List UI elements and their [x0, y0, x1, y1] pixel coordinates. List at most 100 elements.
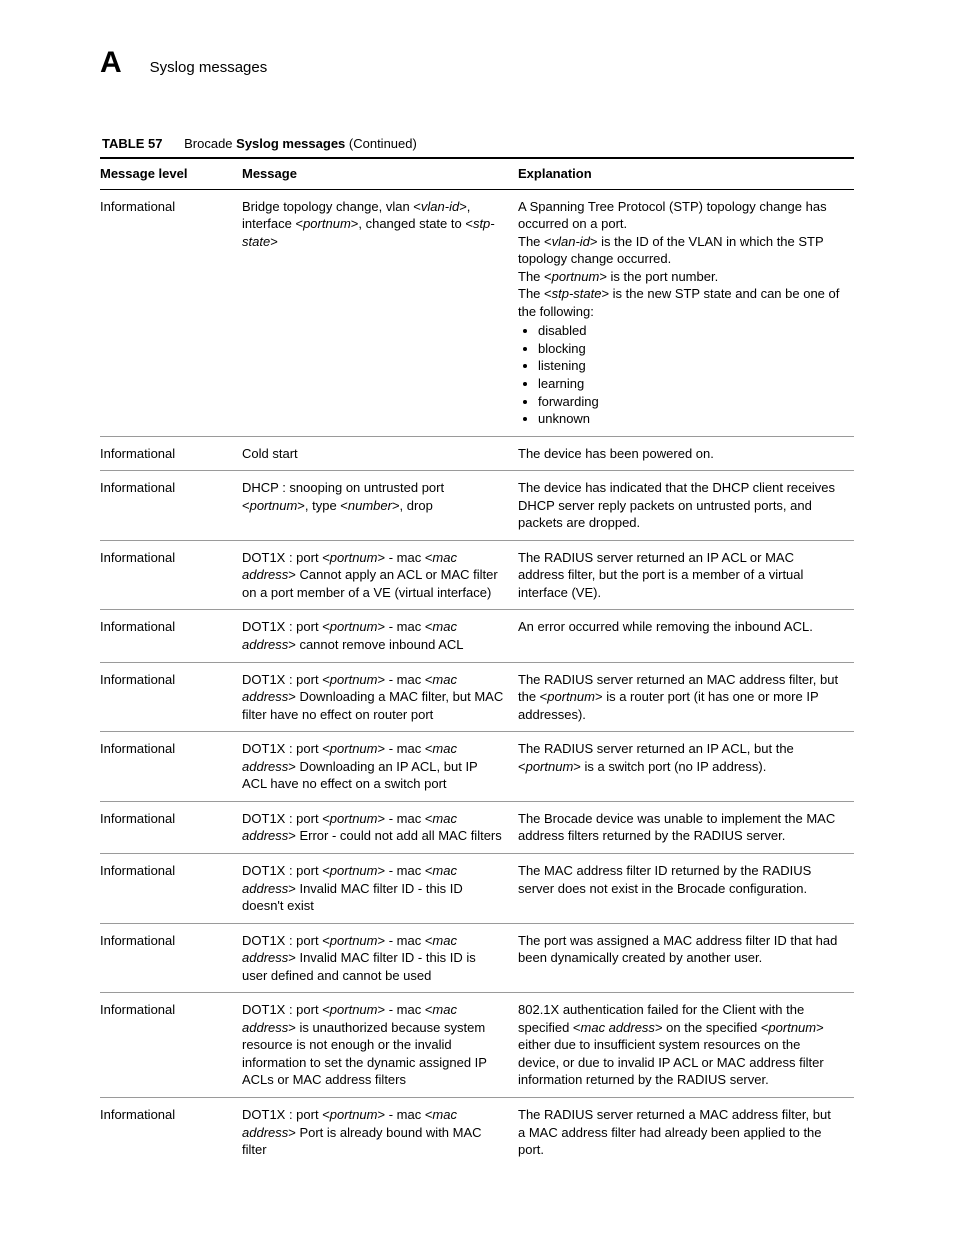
table-caption-prefix: Brocade	[184, 136, 236, 151]
text-segment: An error occurred while removing the inb…	[518, 619, 813, 634]
cell-level: Informational	[100, 853, 242, 923]
table-row: InformationalCold startThe device has be…	[100, 436, 854, 471]
cell-message: DOT1X : port <portnum> - mac <mac addres…	[242, 923, 518, 993]
italic-placeholder: portnum	[330, 811, 378, 826]
italic-placeholder: portnum	[330, 672, 378, 687]
text-segment: DOT1X : port <	[242, 672, 330, 687]
italic-placeholder: stp-state	[552, 286, 602, 301]
cell-explanation: The device has been powered on.	[518, 436, 854, 471]
italic-placeholder: portnum	[330, 1107, 378, 1122]
text-segment: DOT1X : port <	[242, 619, 330, 634]
page: A Syslog messages TABLE 57 Brocade Syslo…	[0, 0, 954, 1235]
cell-explanation: The RADIUS server returned an MAC addres…	[518, 662, 854, 732]
italic-placeholder: portnum	[330, 1002, 378, 1017]
explanation-list: disabledblockinglisteninglearningforward…	[518, 322, 840, 427]
text-segment: >, changed state to <	[351, 216, 473, 231]
list-item: disabled	[538, 322, 840, 340]
list-item: blocking	[538, 340, 840, 358]
cell-explanation: The RADIUS server returned an IP ACL or …	[518, 540, 854, 610]
cell-message: DOT1X : port <portnum> - mac <mac addres…	[242, 732, 518, 802]
text-segment: DOT1X : port <	[242, 741, 330, 756]
text-segment: Bridge topology change, vlan <	[242, 199, 421, 214]
col-header-message: Message	[242, 158, 518, 189]
italic-placeholder: vlan-id	[552, 234, 590, 249]
text-segment: > - mac <	[378, 1107, 433, 1122]
text-segment: The <	[518, 286, 552, 301]
italic-placeholder: portnum	[547, 689, 595, 704]
text-segment: > Error - could not add all MAC filters	[288, 828, 502, 843]
table-header-row: Message level Message Explanation	[100, 158, 854, 189]
text-segment: Cold start	[242, 446, 298, 461]
italic-placeholder: portnum	[330, 550, 378, 565]
table-caption: TABLE 57 Brocade Syslog messages (Contin…	[102, 136, 854, 151]
list-item: unknown	[538, 410, 840, 428]
table-caption-suffix: (Continued)	[345, 136, 417, 151]
text-segment: DOT1X : port <	[242, 1107, 330, 1122]
text-segment: The device has indicated that the DHCP c…	[518, 480, 835, 530]
text-segment: > cannot remove inbound ACL	[288, 637, 463, 652]
table-row: InformationalDOT1X : port <portnum> - ma…	[100, 801, 854, 853]
list-item: listening	[538, 357, 840, 375]
cell-level: Informational	[100, 610, 242, 662]
cell-level: Informational	[100, 993, 242, 1098]
text-segment: > - mac <	[378, 672, 433, 687]
cell-level: Informational	[100, 801, 242, 853]
text-segment: > - mac <	[378, 811, 433, 826]
syslog-table: Message level Message Explanation Inform…	[100, 157, 854, 1167]
cell-level: Informational	[100, 1097, 242, 1166]
running-header: A Syslog messages	[100, 48, 854, 78]
text-segment: > - mac <	[378, 1002, 433, 1017]
italic-placeholder: portnum	[330, 933, 378, 948]
italic-placeholder: portnum	[768, 1020, 816, 1035]
running-title: Syslog messages	[150, 59, 268, 76]
table-row: InformationalDOT1X : port <portnum> - ma…	[100, 540, 854, 610]
text-segment: > - mac <	[378, 863, 433, 878]
cell-message: DOT1X : port <portnum> - mac <mac addres…	[242, 993, 518, 1098]
text-segment: The Brocade device was unable to impleme…	[518, 811, 835, 844]
italic-placeholder: vlan-id	[421, 199, 459, 214]
italic-placeholder: portnum	[330, 619, 378, 634]
cell-level: Informational	[100, 189, 242, 436]
text-segment: DOT1X : port <	[242, 933, 330, 948]
cell-level: Informational	[100, 923, 242, 993]
cell-explanation: The MAC address filter ID returned by th…	[518, 853, 854, 923]
italic-placeholder: portnum	[330, 741, 378, 756]
cell-message: DOT1X : port <portnum> - mac <mac addres…	[242, 801, 518, 853]
cell-message: DOT1X : port <portnum> - mac <mac addres…	[242, 662, 518, 732]
italic-placeholder: portnum	[250, 498, 298, 513]
italic-placeholder: mac address	[581, 1020, 655, 1035]
text-segment: > - mac <	[378, 741, 433, 756]
list-item: forwarding	[538, 393, 840, 411]
cell-explanation: The port was assigned a MAC address filt…	[518, 923, 854, 993]
cell-level: Informational	[100, 662, 242, 732]
table-caption-strong: Syslog messages	[236, 136, 345, 151]
text-segment: The RADIUS server returned an IP ACL or …	[518, 550, 803, 600]
text-segment: >, type <	[297, 498, 348, 513]
cell-message: Bridge topology change, vlan <vlan-id >, …	[242, 189, 518, 436]
text-segment: >	[270, 234, 278, 249]
text-segment: > on the specified <	[655, 1020, 768, 1035]
cell-explanation: The Brocade device was unable to impleme…	[518, 801, 854, 853]
table-body: InformationalBridge topology change, vla…	[100, 189, 854, 1167]
table-row: InformationalDOT1X : port <portnum> - ma…	[100, 610, 854, 662]
table-row: InformationalDOT1X : port <portnum> - ma…	[100, 662, 854, 732]
cell-level: Informational	[100, 540, 242, 610]
text-segment: > is a switch port (no IP address).	[573, 759, 766, 774]
text-segment: The device has been powered on.	[518, 446, 714, 461]
cell-message: DOT1X : port <portnum> - mac <mac addres…	[242, 1097, 518, 1166]
col-header-level: Message level	[100, 158, 242, 189]
text-segment: A Spanning Tree Protocol (STP) topology …	[518, 199, 827, 232]
text-segment: DOT1X : port <	[242, 1002, 330, 1017]
cell-message: DHCP : snooping on untrusted port <portn…	[242, 471, 518, 541]
table-row: InformationalDOT1X : port <portnum> - ma…	[100, 732, 854, 802]
cell-message: DOT1X : port <portnum> - mac <mac addres…	[242, 540, 518, 610]
text-segment: >, drop	[392, 498, 433, 513]
col-header-explanation: Explanation	[518, 158, 854, 189]
text-segment: The port was assigned a MAC address filt…	[518, 933, 837, 966]
italic-placeholder: number	[348, 498, 392, 513]
cell-explanation: 802.1X authentication failed for the Cli…	[518, 993, 854, 1098]
table-row: InformationalDHCP : snooping on untruste…	[100, 471, 854, 541]
italic-placeholder: portnum	[303, 216, 351, 231]
table-row: InformationalDOT1X : port <portnum> - ma…	[100, 1097, 854, 1166]
cell-explanation: A Spanning Tree Protocol (STP) topology …	[518, 189, 854, 436]
